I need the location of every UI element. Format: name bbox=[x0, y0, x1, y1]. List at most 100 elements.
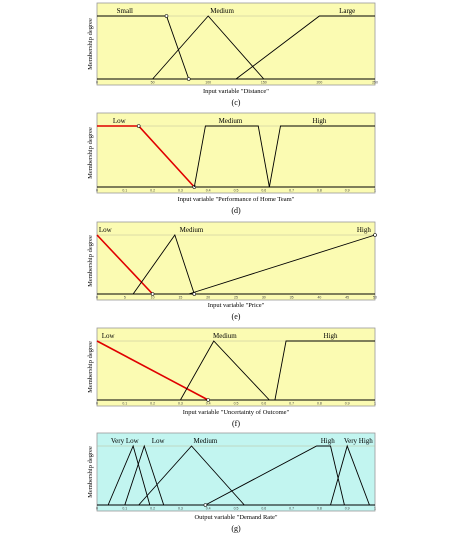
y-axis-label: Membership degree bbox=[87, 446, 94, 498]
plot-area bbox=[96, 2, 376, 86]
mf-label-very-low: Very Low bbox=[111, 437, 140, 445]
tick-label: 150 bbox=[261, 81, 267, 85]
tick-label: 10 bbox=[151, 296, 155, 300]
tick-label: 0 bbox=[96, 189, 98, 193]
mf-curve-high bbox=[268, 125, 375, 188]
mf-marker bbox=[186, 77, 191, 81]
x-axis-label: Input variable "Distance" bbox=[203, 88, 269, 95]
tick-label: 0.8 bbox=[317, 402, 322, 406]
tick-label: 0.8 bbox=[317, 507, 322, 511]
mf-marker bbox=[164, 14, 169, 18]
mf-label-medium: Medium bbox=[194, 437, 218, 445]
x-axis-label: Input variable "Performance of Home Team… bbox=[178, 196, 295, 203]
tick-label: 0.5 bbox=[234, 189, 239, 193]
tick-label: 200 bbox=[316, 81, 322, 85]
tick-label: 0.5 bbox=[234, 507, 239, 511]
mf-curve-large bbox=[235, 15, 375, 80]
mf-label-high: High bbox=[312, 117, 327, 125]
tick-label: 0.6 bbox=[261, 507, 266, 511]
mf-marker bbox=[150, 292, 155, 296]
panel-e: 0 5 10 15 20 25 30 35 40 45 50 Low Medium High Members… bbox=[87, 221, 377, 321]
mf-curve-medium bbox=[152, 15, 265, 80]
tick-label: 0.9 bbox=[345, 507, 350, 511]
mf-marker bbox=[373, 233, 377, 237]
tick-label: 0.2 bbox=[150, 507, 155, 511]
mf-curve-high bbox=[205, 445, 345, 506]
mf-curve-high bbox=[274, 340, 375, 401]
tick-label: 0.1 bbox=[122, 189, 127, 193]
mf-curve-high bbox=[188, 234, 376, 295]
mf-label-very-high: Very High bbox=[344, 437, 373, 445]
mf-curve-medium bbox=[138, 445, 245, 506]
tick-label: 0.7 bbox=[289, 189, 294, 193]
panel-g: 0 0.1 0.2 0.3 0.4 0.5 0.6 0.7 0.8 0.9 1 Very Low Low… bbox=[87, 432, 376, 533]
tick-label: 0.7 bbox=[289, 507, 294, 511]
tick-label: 0.9 bbox=[345, 189, 350, 193]
mf-label-high: High bbox=[324, 332, 339, 340]
x-axis-label: Output variable "Demand Rate" bbox=[194, 514, 277, 521]
mf-label-high: High bbox=[321, 437, 336, 445]
panel-letter: (g) bbox=[231, 524, 241, 533]
tick-label: 0.6 bbox=[261, 402, 266, 406]
tick-label: 45 bbox=[345, 296, 349, 300]
mf-marker bbox=[203, 503, 208, 507]
mf-label-low: Low bbox=[99, 226, 113, 234]
tick-label: 0 bbox=[96, 296, 98, 300]
mf-label-medium: Medium bbox=[213, 332, 237, 340]
tick-label: 0.3 bbox=[178, 402, 183, 406]
y-axis-label: Membership degree bbox=[87, 127, 94, 179]
panel-f: 0 0.1 0.2 0.3 0.4 0.5 0.6 0.7 0.8 0.9 1 Low Medium Hi… bbox=[87, 327, 376, 428]
tick-label: 40 bbox=[317, 296, 321, 300]
tick-label: 0.4 bbox=[206, 402, 211, 406]
tick-label: 50 bbox=[373, 296, 377, 300]
tick-label: 5 bbox=[124, 296, 126, 300]
mf-curve-medium bbox=[180, 340, 270, 401]
tick-label: 0.4 bbox=[206, 189, 211, 193]
tick-label: 0.3 bbox=[178, 507, 183, 511]
mf-marker bbox=[206, 398, 210, 402]
x-axis-label: Input variable "Uncertainty of Outcome" bbox=[183, 409, 290, 416]
tick-label: 1 bbox=[374, 189, 376, 193]
mf-curve-low bbox=[124, 444, 165, 506]
tick-label: 0 bbox=[96, 507, 98, 511]
mf-label-low: Low bbox=[152, 437, 166, 445]
tick-label: 0.9 bbox=[345, 402, 350, 406]
mf-curve-low bbox=[96, 340, 209, 401]
y-axis-label: Membership degree bbox=[87, 18, 94, 70]
tick-label: 30 bbox=[262, 296, 266, 300]
tick-label: 20 bbox=[206, 296, 210, 300]
tick-label: 0 bbox=[96, 81, 98, 85]
mf-curve-medium bbox=[193, 125, 270, 188]
mf-label-large: Large bbox=[339, 7, 355, 15]
tick-label: 0.5 bbox=[234, 402, 239, 406]
tick-label: 35 bbox=[290, 296, 294, 300]
mf-label-high: High bbox=[357, 226, 372, 234]
tick-label: 0.7 bbox=[289, 402, 294, 406]
tick-label: 15 bbox=[178, 296, 182, 300]
mf-curve-very-high bbox=[330, 444, 370, 506]
tick-label: 0.3 bbox=[178, 189, 183, 193]
tick-label: 100 bbox=[205, 81, 211, 85]
panel-letter: (e) bbox=[232, 312, 241, 321]
tick-label: 0.4 bbox=[206, 507, 211, 511]
mf-label-medium: Medium bbox=[210, 7, 234, 15]
y-axis-label: Membership degree bbox=[87, 341, 94, 393]
panel-letter: (f) bbox=[232, 419, 240, 428]
x-axis-label: Input variable "Price" bbox=[208, 302, 265, 309]
tick-label: 0 bbox=[96, 402, 98, 406]
tick-label: 50 bbox=[151, 81, 155, 85]
tick-label: 0.6 bbox=[261, 189, 266, 193]
tick-label: 0.1 bbox=[122, 402, 127, 406]
mf-label-medium: Medium bbox=[219, 117, 243, 125]
mf-label-low: Low bbox=[102, 332, 116, 340]
tick-label: 0.2 bbox=[150, 402, 155, 406]
tick-label: 250 bbox=[372, 81, 378, 85]
y-axis-label: Membership degree bbox=[87, 235, 94, 287]
tick-label: 1 bbox=[374, 402, 376, 406]
panel-letter: (c) bbox=[232, 98, 241, 107]
tick-label: 1 bbox=[374, 507, 376, 511]
mf-curve-medium bbox=[132, 234, 195, 295]
tick-label: 0.8 bbox=[317, 189, 322, 193]
